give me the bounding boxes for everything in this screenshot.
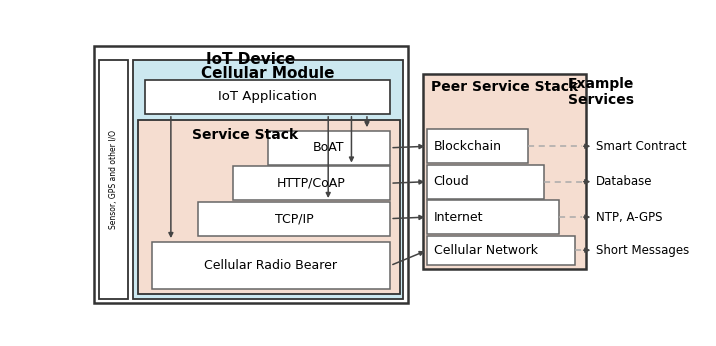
Text: Short Messages: Short Messages [596,244,690,257]
Text: Cloud: Cloud [434,175,470,188]
Bar [427,236,575,265]
Text: Sensor, GPS and other I/O: Sensor, GPS and other I/O [109,130,118,229]
Bar [427,200,559,234]
Text: Cellular Network: Cellular Network [434,244,538,257]
Bar [427,129,528,163]
Text: Example
Services: Example Services [568,77,634,107]
Text: Service Stack: Service Stack [192,128,299,142]
Text: NTP, A-GPS: NTP, A-GPS [596,211,663,224]
Text: HTTP/CoAP: HTTP/CoAP [277,177,346,190]
Bar [99,60,128,299]
Text: IoT Device: IoT Device [206,52,296,67]
Bar [152,242,390,290]
Text: Cellular Radio Bearer: Cellular Radio Bearer [204,259,337,272]
Text: Database: Database [596,175,653,188]
Text: BoAT: BoAT [313,141,344,154]
Bar [94,46,408,303]
Bar [198,202,390,236]
Text: Internet: Internet [434,211,483,224]
Bar [268,131,390,165]
Bar [137,120,400,294]
Bar [145,80,390,114]
Bar [422,74,586,270]
Text: TCP/IP: TCP/IP [275,212,314,225]
Bar [427,165,543,199]
Bar [133,60,402,299]
Bar [233,166,390,200]
Text: Peer Service Stack: Peer Service Stack [430,80,578,94]
Text: Cellular Module: Cellular Module [201,66,334,81]
Text: Blockchain: Blockchain [434,140,502,153]
Text: Smart Contract: Smart Contract [596,140,687,153]
Text: IoT Application: IoT Application [218,90,317,103]
